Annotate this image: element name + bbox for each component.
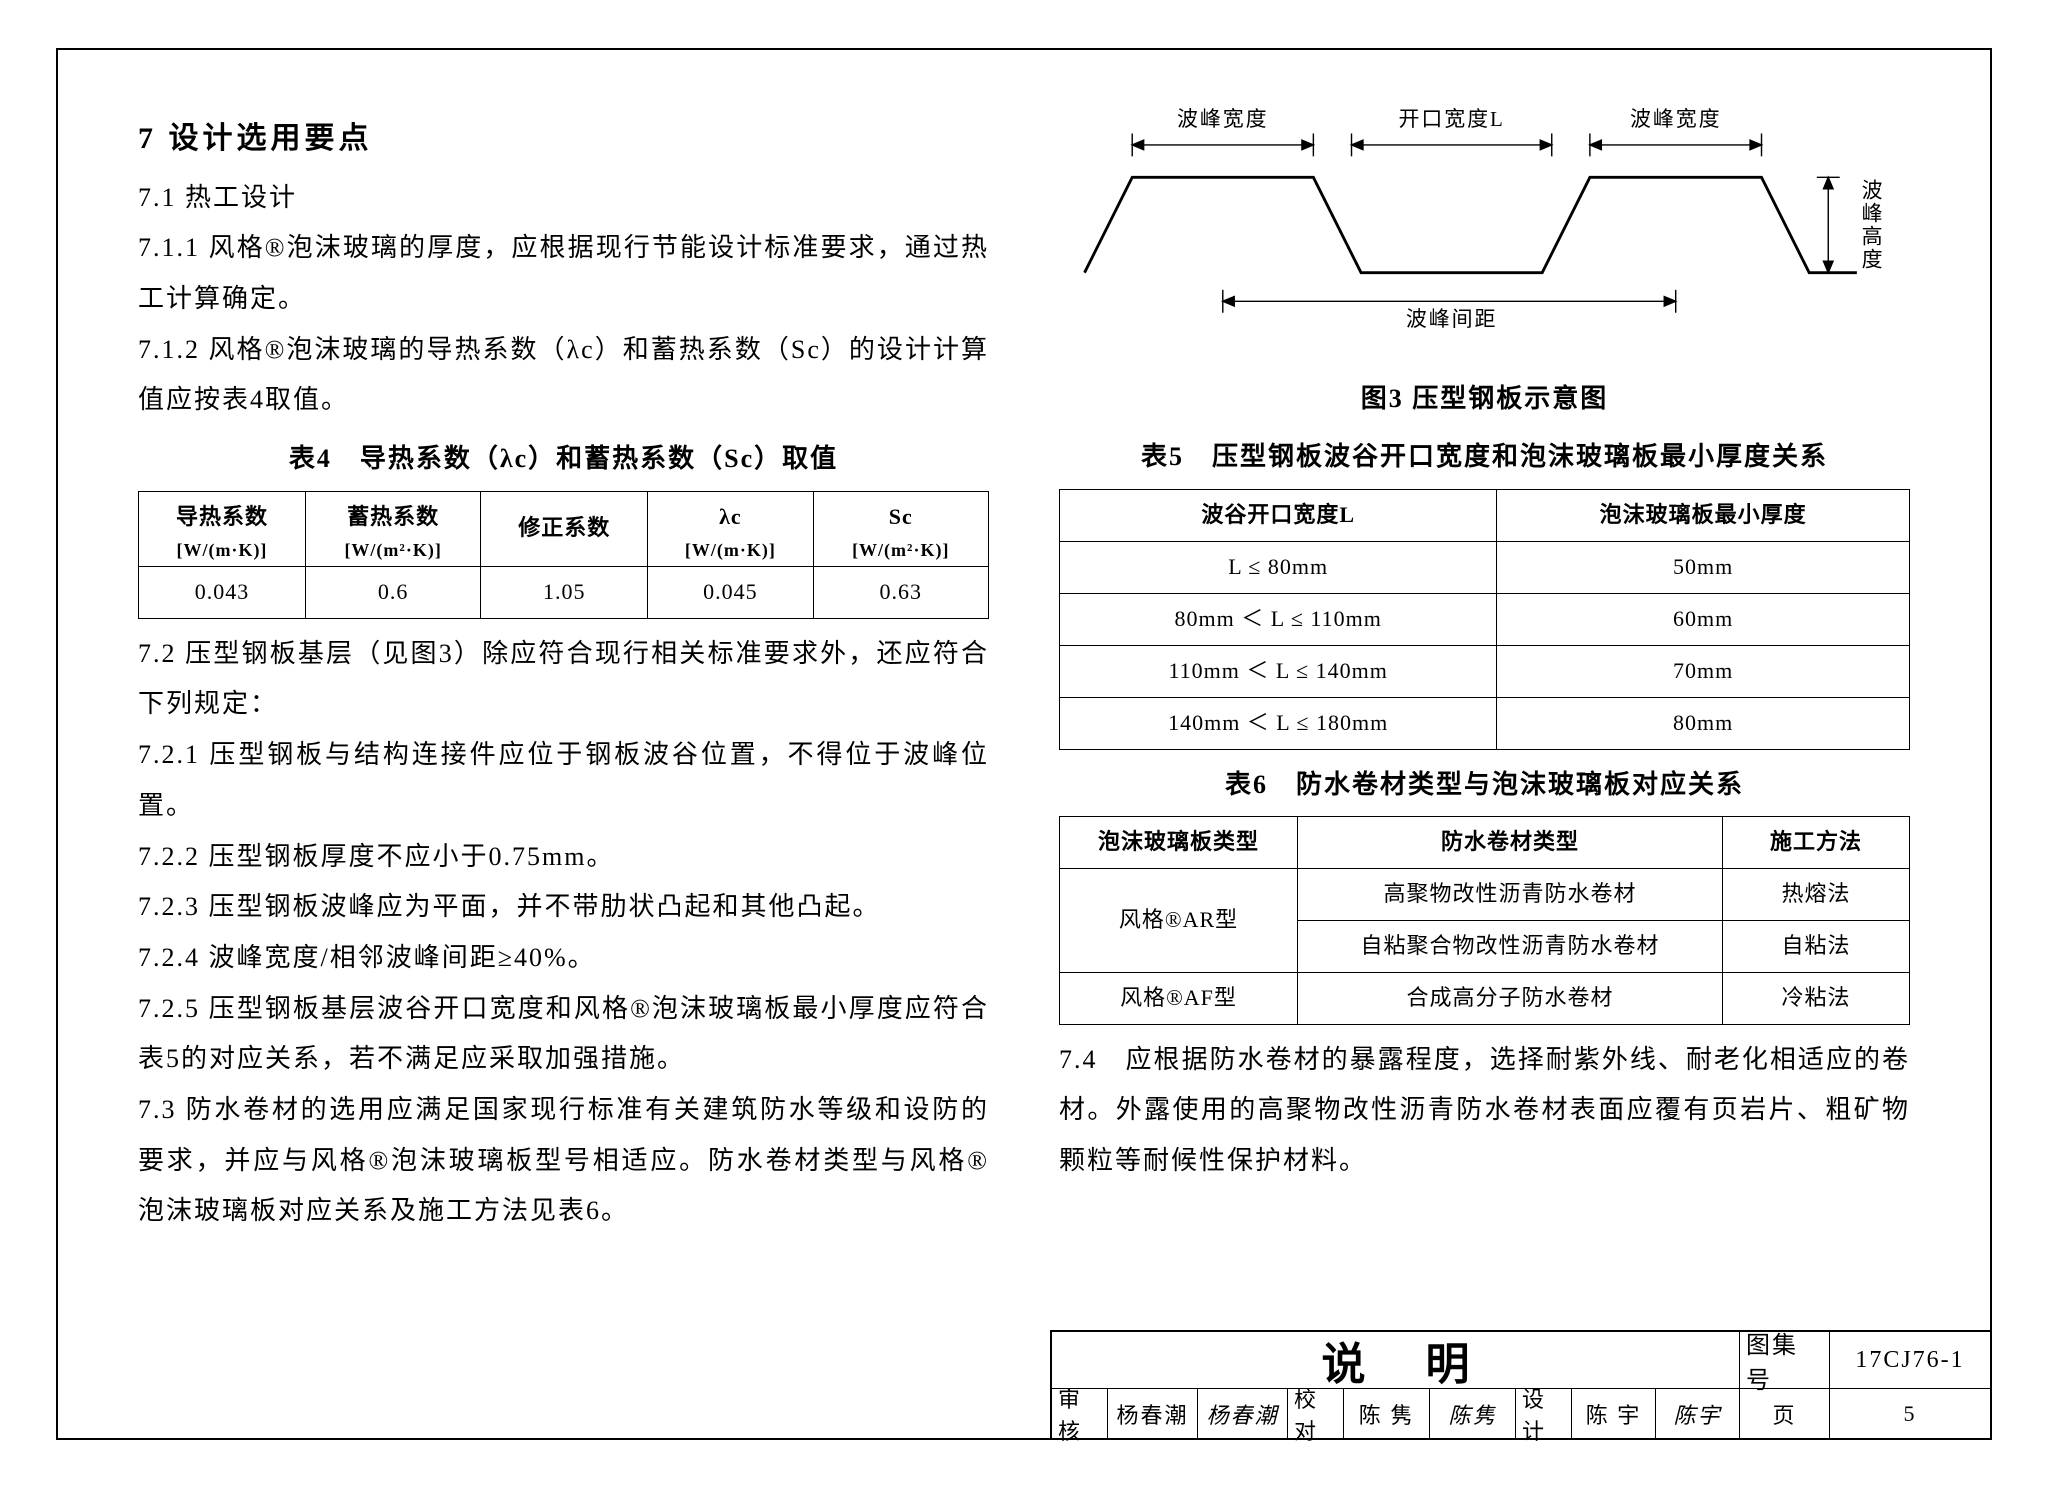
table-row: 泡沫玻璃板类型 防水卷材类型 施工方法 <box>1060 817 1910 869</box>
cell: 自粘法 <box>1723 920 1910 972</box>
reviewer: 杨春潮 <box>1108 1389 1198 1438</box>
table-row: 140mm ＜ L ≤ 180mm80mm <box>1060 697 1910 749</box>
designer: 陈 宇 <box>1572 1389 1656 1438</box>
table6: 泡沫玻璃板类型 防水卷材类型 施工方法 风格®AR型 高聚物改性沥青防水卷材 热… <box>1059 816 1910 1025</box>
th: 防水卷材类型 <box>1298 817 1723 869</box>
unit: [W/(m·K)] <box>654 539 806 562</box>
th: 施工方法 <box>1723 817 1910 869</box>
right-column: 波峰宽度 开口宽度L 波峰宽度 <box>1059 110 1910 1318</box>
cell: 140mm ＜ L ≤ 180mm <box>1060 697 1497 749</box>
unit: [W/(m²·K)] <box>820 539 982 562</box>
sheet-title: 说明 <box>1052 1332 1740 1388</box>
cell: 冷粘法 <box>1723 972 1910 1024</box>
table-row: 风格®AF型 合成高分子防水卷材 冷粘法 <box>1060 972 1910 1024</box>
p-7-2-2: 7.2.2 压型钢板厚度不应小于0.75mm。 <box>138 832 989 883</box>
th: 蓄热系数 <box>312 496 474 539</box>
proofer-sig: 陈隽 <box>1430 1389 1516 1438</box>
table5: 波谷开口宽度L 泡沫玻璃板最小厚度 L ≤ 80mm50mm 80mm ＜ L … <box>1059 489 1910 749</box>
design-label: 设计 <box>1516 1389 1572 1438</box>
p-7-3: 7.3 防水卷材的选用应满足国家现行标准有关建筑防水等级和设防的要求，并应与风格… <box>138 1085 989 1237</box>
th: 泡沫玻璃板最小厚度 <box>1497 490 1910 542</box>
label: 波峰宽度 <box>1177 107 1269 131</box>
p-7-2-1: 7.2.1 压型钢板与结构连接件应位于钢板波谷位置，不得位于波峰位置。 <box>138 730 989 831</box>
deck-profile <box>1084 177 1856 272</box>
atlas-no: 17CJ76-1 <box>1830 1332 1990 1388</box>
page-frame: 7 设计选用要点 7.1 热工设计 7.1.1 风格®泡沫玻璃的厚度，应根据现行… <box>56 48 1992 1440</box>
p-7-2-4: 7.2.4 波峰宽度/相邻波峰间距≥40%。 <box>138 933 989 984</box>
proof-label: 校对 <box>1288 1389 1344 1438</box>
cell: 0.6 <box>305 566 480 618</box>
p-7-1-2: 7.1.2 风格®泡沫玻璃的导热系数（λc）和蓄热系数（Sc）的设计计算值应按表… <box>138 325 989 426</box>
cell: 80mm ＜ L ≤ 110mm <box>1060 593 1497 645</box>
cell: 50mm <box>1497 541 1910 593</box>
p-7-2-5: 7.2.5 压型钢板基层波谷开口宽度和风格®泡沫玻璃板最小厚度应符合表5的对应关… <box>138 984 989 1085</box>
figure3-caption: 图3 压型钢板示意图 <box>1059 374 1910 425</box>
unit: [W/(m²·K)] <box>312 539 474 562</box>
th: 导热系数 <box>145 496 299 539</box>
table4-caption: 表4 导热系数（λc）和蓄热系数（Sc）取值 <box>138 434 989 485</box>
p-7-4: 7.4 应根据防水卷材的暴露程度，选择耐紫外线、耐老化相适应的卷材。外露使用的高… <box>1059 1035 1910 1187</box>
proofer: 陈 隽 <box>1344 1389 1430 1438</box>
cell: 0.043 <box>139 566 306 618</box>
cell: 110mm ＜ L ≤ 140mm <box>1060 645 1497 697</box>
th: 波谷开口宽度L <box>1060 490 1497 542</box>
table4: 导热系数[W/(m·K)] 蓄热系数[W/(m²·K)] 修正系数 λc[W/(… <box>138 491 989 619</box>
p-7-1-1: 7.1.1 风格®泡沫玻璃的厚度，应根据现行节能设计标准要求，通过热工计算确定。 <box>138 223 989 324</box>
reviewer-sig: 杨春潮 <box>1198 1389 1288 1438</box>
cell: 80mm <box>1497 697 1910 749</box>
p-7-2-3: 7.2.3 压型钢板波峰应为平面，并不带肋状凸起和其他凸起。 <box>138 882 989 933</box>
th: Sc <box>820 496 982 539</box>
page-no: 5 <box>1830 1389 1990 1438</box>
cell: 60mm <box>1497 593 1910 645</box>
cell: 0.63 <box>813 566 988 618</box>
label: 开口宽度L <box>1398 107 1504 131</box>
title-block: 说明 图集号 17CJ76-1 审核 杨春潮 杨春潮 校对 陈 隽 陈隽 设计 … <box>1050 1330 1990 1438</box>
label: 波峰宽度 <box>1629 107 1721 131</box>
cell: L ≤ 80mm <box>1060 541 1497 593</box>
table-row: 风格®AR型 高聚物改性沥青防水卷材 热熔法 <box>1060 869 1910 921</box>
label: 波峰间距 <box>1405 307 1497 331</box>
cell: 合成高分子防水卷材 <box>1298 972 1723 1024</box>
label: 波峰高度 <box>1859 179 1883 271</box>
unit: [W/(m·K)] <box>145 539 299 562</box>
p-7-1: 7.1 热工设计 <box>138 173 989 224</box>
cell: 1.05 <box>481 566 648 618</box>
cell: 热熔法 <box>1723 869 1910 921</box>
p-7-2: 7.2 压型钢板基层（见图3）除应符合现行相关标准要求外，还应符合下列规定： <box>138 629 989 730</box>
table5-caption: 表5 压型钢板波谷开口宽度和泡沫玻璃板最小厚度关系 <box>1059 432 1910 483</box>
table-row: 波谷开口宽度L 泡沫玻璃板最小厚度 <box>1060 490 1910 542</box>
atlas-no-label: 图集号 <box>1740 1332 1830 1388</box>
cell: 0.045 <box>648 566 813 618</box>
review-label: 审核 <box>1052 1389 1108 1438</box>
table-row: 110mm ＜ L ≤ 140mm70mm <box>1060 645 1910 697</box>
section-heading: 7 设计选用要点 <box>138 110 989 169</box>
table-row: 80mm ＜ L ≤ 110mm60mm <box>1060 593 1910 645</box>
cell: 风格®AR型 <box>1060 869 1298 973</box>
th: λc <box>654 496 806 539</box>
designer-sig: 陈宇 <box>1656 1389 1740 1438</box>
th: 泡沫玻璃板类型 <box>1060 817 1298 869</box>
table-row: 导热系数[W/(m·K)] 蓄热系数[W/(m²·K)] 修正系数 λc[W/(… <box>139 491 989 566</box>
table6-caption: 表6 防水卷材类型与泡沫玻璃板对应关系 <box>1059 760 1910 811</box>
cell: 高聚物改性沥青防水卷材 <box>1298 869 1723 921</box>
left-column: 7 设计选用要点 7.1 热工设计 7.1.1 风格®泡沫玻璃的厚度，应根据现行… <box>138 110 989 1318</box>
cell: 自粘聚合物改性沥青防水卷材 <box>1298 920 1723 972</box>
figure3-diagram: 波峰宽度 开口宽度L 波峰宽度 <box>1059 100 1910 368</box>
page-label: 页 <box>1740 1389 1830 1438</box>
table-row: 0.043 0.6 1.05 0.045 0.63 <box>139 566 989 618</box>
th: 修正系数 <box>487 507 641 550</box>
cell: 70mm <box>1497 645 1910 697</box>
cell: 风格®AF型 <box>1060 972 1298 1024</box>
table-row: L ≤ 80mm50mm <box>1060 541 1910 593</box>
